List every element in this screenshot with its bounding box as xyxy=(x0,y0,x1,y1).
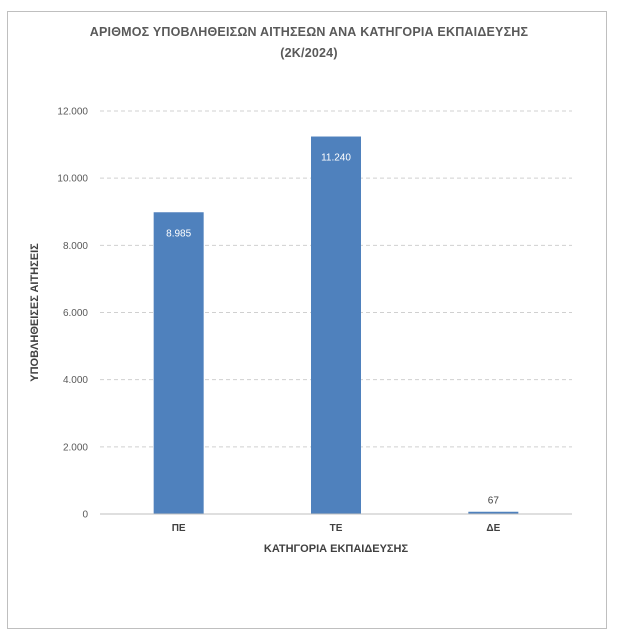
y-axis-label: ΥΠΟΒΛΗΘΕΙΣΕΣ ΑΙΤΗΣΕΙΣ xyxy=(29,243,41,382)
bar xyxy=(153,212,204,514)
x-axis-label: ΚΑΤΗΓΟΡΙΑ ΕΚΠΑΙΔΕΥΣΗΣ xyxy=(264,543,409,555)
chart-subtitle: (2Κ/2024) xyxy=(280,46,338,60)
chart-title: ΑΡΙΘΜΟΣ ΥΠΟΒΛΗΘΕΙΣΩΝ ΑΙΤΗΣΕΩΝ ΑΝΑ ΚΑΤΗΓΟ… xyxy=(89,25,529,39)
y-axis-ticks: 0 2.000 4.000 6.000 8.000 10.000 12.000 xyxy=(57,107,88,521)
data-label: 8.985 xyxy=(166,228,191,239)
x-tick-label: ΠΕ xyxy=(172,523,186,534)
y-tick-label: 4.000 xyxy=(63,375,88,386)
y-tick-label: 10.000 xyxy=(57,174,88,185)
y-tick-label: 8.000 xyxy=(63,241,88,252)
chart-frame xyxy=(7,11,607,629)
x-tick-label: ΔΕ xyxy=(486,523,500,534)
bar xyxy=(468,511,519,514)
y-tick-label: 2.000 xyxy=(63,442,88,453)
y-tick-label: 0 xyxy=(82,510,88,521)
bar xyxy=(311,136,361,515)
data-label: 67 xyxy=(488,496,500,507)
y-tick-label: 12.000 xyxy=(57,107,88,118)
y-tick-label: 6.000 xyxy=(63,308,88,319)
x-axis-labels: ΠΕ ΤΕ ΔΕ xyxy=(172,523,501,534)
bars: 8.985 11.240 67 xyxy=(153,136,519,515)
data-label: 11.240 xyxy=(321,153,351,164)
x-tick-label: ΤΕ xyxy=(330,523,343,534)
